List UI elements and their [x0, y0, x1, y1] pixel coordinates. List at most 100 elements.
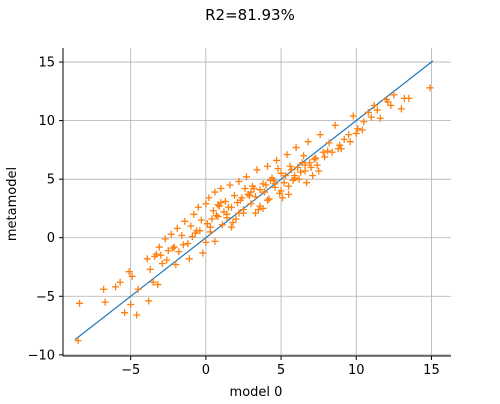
scatter-point: [170, 243, 178, 251]
scatter-point: [163, 256, 171, 264]
scatter-point: [297, 168, 305, 176]
scatter-point: [274, 165, 282, 173]
scatter-point: [215, 202, 223, 210]
scatter-point: [121, 309, 129, 317]
scatter-point: [316, 131, 324, 139]
scatter-point: [178, 231, 186, 239]
scatter-point: [241, 185, 249, 193]
scatter-point: [116, 278, 124, 286]
scatter-point: [230, 192, 238, 200]
axes: [62, 48, 451, 357]
scatter-point: [221, 197, 229, 205]
scatter-point: [239, 209, 247, 217]
scatter-point: [282, 172, 290, 180]
scatter-point: [152, 250, 160, 258]
scatter-point: [312, 154, 320, 162]
scatter-point: [218, 221, 226, 229]
scatter-point: [337, 145, 345, 153]
scatter-point: [288, 166, 296, 174]
scatter-point: [202, 238, 210, 246]
scatter-point: [373, 106, 381, 114]
scatter-point: [289, 176, 297, 184]
scatter-point: [253, 166, 261, 174]
scatter-point: [273, 156, 281, 164]
scatter-point: [376, 114, 384, 122]
scatter-point: [223, 214, 231, 222]
scatter-point: [340, 135, 348, 143]
scatter-point: [197, 216, 205, 224]
scatter-point: [304, 138, 312, 146]
scatter-point: [127, 300, 135, 308]
scatter-point: [212, 211, 220, 219]
scatter-point: [306, 159, 314, 167]
scatter-point: [217, 185, 225, 193]
scatter-point: [279, 194, 287, 202]
scatter-point: [250, 185, 258, 193]
diagonal-line: [74, 60, 434, 341]
scatter-point: [220, 208, 228, 216]
scatter-point: [294, 163, 302, 171]
scatter-point: [264, 162, 272, 170]
scatter-point: [242, 173, 250, 181]
scatter-point: [101, 298, 109, 306]
gridlines: [63, 48, 451, 356]
scatter-point: [112, 283, 120, 291]
scatter-point: [214, 213, 222, 221]
x-tick-label: 15: [423, 363, 440, 378]
scatter-point: [259, 180, 267, 188]
scatter-point: [229, 218, 237, 226]
scatter-point: [300, 152, 308, 160]
scatter-point: [291, 172, 299, 180]
y-tick-label: 5: [47, 173, 55, 188]
scatter-point: [285, 182, 293, 190]
scatter-point: [224, 203, 232, 211]
scatter-point: [164, 247, 172, 255]
scatter-point: [397, 105, 405, 113]
scatter-point: [349, 112, 357, 120]
scatter-point: [271, 180, 279, 188]
diagonal-reference-line: [74, 60, 434, 341]
scatter-point: [76, 299, 84, 307]
scatter-point: [292, 144, 300, 152]
scatter-point: [149, 278, 157, 286]
scatter-point: [125, 268, 133, 276]
scatter-point: [325, 139, 333, 147]
scatter-point: [158, 259, 166, 267]
scatter-point: [173, 224, 181, 232]
scatter-point: [384, 98, 392, 106]
scatter-point: [157, 251, 165, 259]
scatter-point: [203, 220, 211, 228]
scatter-point: [264, 196, 272, 204]
scatter-point: [358, 126, 366, 134]
x-tick-label: 0: [202, 363, 210, 378]
y-tick-label: 15: [38, 56, 55, 71]
x-tick-label: 5: [277, 363, 285, 378]
scatter-point: [324, 147, 332, 155]
scatter-point: [100, 285, 108, 293]
scatter-point: [255, 206, 263, 214]
scatter-point: [209, 207, 217, 215]
x-tick-label: −5: [121, 363, 140, 378]
scatter-point: [155, 243, 163, 251]
scatter-point: [146, 265, 154, 273]
scatter-points: [74, 84, 434, 345]
scatter-point: [134, 285, 142, 293]
y-tick-label: 10: [38, 114, 55, 129]
scatter-point: [199, 249, 207, 257]
scatter-point: [313, 161, 321, 169]
scatter-point: [245, 192, 253, 200]
scatter-point: [307, 163, 315, 171]
scatter-point: [259, 204, 267, 212]
scatter-point: [345, 131, 353, 139]
scatter-point: [265, 195, 273, 203]
x-tick-label: 10: [348, 363, 365, 378]
scatter-point: [277, 187, 285, 195]
scatter-point: [202, 200, 210, 208]
scatter-point: [145, 297, 153, 305]
scatter-point: [346, 138, 354, 146]
y-tick-label: 0: [47, 231, 55, 246]
scatter-point: [262, 181, 270, 189]
x-axis-label: model 0: [230, 385, 283, 400]
scatter-point: [331, 121, 339, 129]
